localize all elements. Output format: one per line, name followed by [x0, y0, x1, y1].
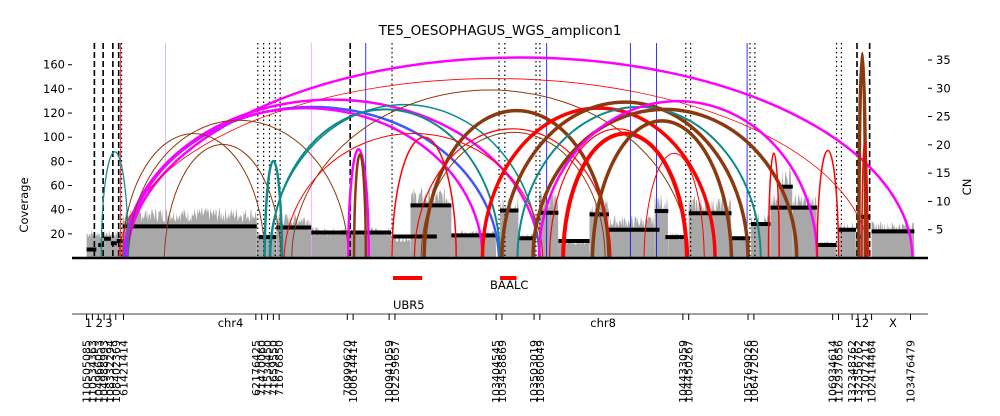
coverage-block — [122, 206, 257, 258]
sv-arc — [500, 100, 750, 259]
sv-arc — [816, 149, 840, 259]
position-label: 132348762 — [846, 340, 859, 403]
position-label: 104966053 — [92, 340, 105, 403]
sv-arc — [268, 103, 540, 259]
y-tick-label: 80 — [50, 154, 65, 168]
sv-arc — [537, 99, 819, 259]
position-label: 37072212 — [860, 340, 873, 396]
position-label: 104988993 — [98, 340, 111, 403]
position-label: 105769026 — [742, 340, 755, 403]
sv-arcs — [100, 51, 914, 259]
chromosome-label: 3 — [105, 316, 112, 330]
position-label: 108332294 — [104, 340, 117, 403]
position-label: 62176425 — [250, 340, 263, 396]
sv-arc — [127, 119, 349, 259]
axes: 20 40 60 80 100 120 140 160 5 10 15 20 25 30 35 — [43, 53, 951, 260]
position-label: 110505085 — [81, 340, 94, 403]
position-label: 108402369 — [110, 340, 123, 403]
position-label: 71470060 — [256, 340, 269, 396]
sv-arc — [857, 51, 868, 259]
sv-arc — [263, 159, 284, 259]
chromosome-label: chr8 — [590, 316, 616, 330]
sv-arc — [531, 107, 799, 259]
position-label: 71676850 — [273, 340, 286, 396]
y-tick-label: 160 — [43, 58, 65, 72]
plot-area: 20 40 60 80 100 120 140 160 5 10 15 20 25 30 35 — [43, 43, 951, 260]
position-label: 112937656 — [833, 340, 846, 403]
y-tick-label: 120 — [43, 106, 65, 120]
y2-axis-label: CN — [960, 179, 974, 196]
gene-label: BAALC — [490, 278, 528, 292]
sv-arc — [561, 131, 689, 259]
chromosome-label: X — [889, 316, 897, 330]
gene-track: UBR5 BAALC — [393, 276, 528, 312]
sv-arc — [122, 133, 266, 259]
y-tick-label: 40 — [50, 203, 65, 217]
position-label: 104433059 — [677, 340, 690, 403]
y2-tick-label: 30 — [936, 81, 951, 95]
position-label: 100614414 — [347, 340, 360, 403]
y-axis-label: Coverage — [17, 177, 31, 232]
y2-tick-label: 20 — [936, 138, 951, 152]
y2-tick-label: 5 — [936, 223, 943, 237]
chromosome-label: 2 — [96, 316, 103, 330]
chromosome-label: chr4 — [218, 316, 244, 330]
coverage-block — [731, 235, 750, 258]
sv-arc — [126, 106, 484, 259]
position-label: 110534363 — [86, 340, 99, 403]
sv-arc — [391, 136, 457, 259]
position-label: 103860049 — [534, 340, 547, 403]
y-tick-label: 100 — [43, 130, 65, 144]
sv-arc — [420, 131, 606, 259]
position-label: 102414464 — [866, 340, 879, 403]
sv-arc — [118, 78, 870, 259]
position-label: 106934614 — [827, 340, 840, 403]
position-label: 103503019 — [528, 340, 541, 403]
y-tick-label: 60 — [50, 179, 65, 193]
chart-title: TE5_OESOPHAGUS_WGS_amplicon1 — [378, 23, 622, 39]
coverage-block — [558, 239, 590, 258]
chromosome-label: 1 — [85, 316, 92, 330]
position-label: 104450267 — [683, 340, 696, 403]
x-axis: 1105050851105343631049660531049889931083… — [72, 313, 928, 403]
sv-arc — [347, 148, 370, 259]
y2-tick-label: 10 — [936, 194, 951, 208]
coverage-block — [838, 221, 856, 258]
coverage-block — [86, 229, 123, 258]
sv-arc — [861, 141, 869, 259]
sv-arc — [590, 119, 734, 259]
chromosome-label: 12 — [855, 316, 870, 330]
position-label: 70999620 — [341, 340, 354, 396]
sv-arc — [767, 152, 780, 259]
position-label: 100941059 — [383, 340, 396, 403]
sv-arc — [163, 143, 282, 259]
sv-arc — [643, 152, 705, 259]
position-label: 103458869 — [496, 340, 509, 403]
y2-tick-label: 35 — [936, 53, 951, 67]
sv-arc — [352, 153, 368, 259]
position-label: 106472020 — [748, 340, 761, 403]
coverage-block — [688, 195, 732, 258]
position-label: 103404545 — [490, 340, 503, 403]
y-tick-label: 140 — [43, 82, 65, 96]
position-label: 103476479 — [905, 340, 918, 403]
gene-label: UBR5 — [393, 298, 425, 312]
position-label: 102259657 — [389, 340, 402, 403]
position-label: 71659550 — [267, 340, 280, 396]
sv-arc — [422, 108, 611, 259]
y2-tick-label: 15 — [936, 166, 951, 180]
position-label: 132356762 — [852, 340, 865, 403]
sv-arc — [291, 89, 690, 259]
y-tick-label: 20 — [50, 227, 65, 241]
coverage-block — [538, 190, 559, 258]
position-label: 71534450 — [262, 340, 275, 396]
copy-number-segments — [86, 184, 915, 252]
y2-tick-label: 25 — [936, 110, 951, 124]
position-label: 61421414 — [118, 340, 131, 396]
coverage-block — [393, 235, 411, 258]
sv-arc — [100, 151, 129, 259]
sv-arc — [480, 106, 717, 259]
coverage-block — [608, 215, 655, 258]
